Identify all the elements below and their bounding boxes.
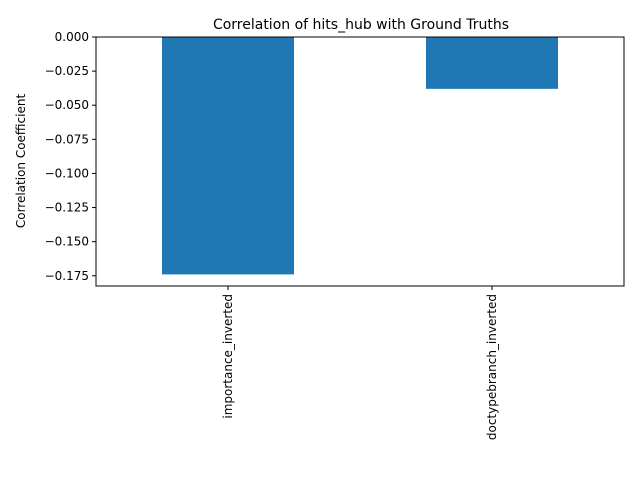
y-axis-ticks: 0.000 −0.025 −0.050 −0.075 −0.100 −0.125 −0.15… xyxy=(45,30,96,283)
x-tick-label: doctypebranch_inverted xyxy=(485,294,499,440)
y-tick-label: −0.075 xyxy=(45,132,89,146)
plot-frame xyxy=(95,36,625,287)
y-tick-label: 0.000 xyxy=(55,30,89,44)
y-axis-label: Correlation Coefficient xyxy=(14,94,28,229)
x-axis-ticks: importance_inverted doctypebranch_inverte… xyxy=(221,286,499,440)
bar-0 xyxy=(162,37,294,275)
y-tick-label: −0.150 xyxy=(45,235,89,249)
bars-group xyxy=(162,37,558,275)
y-tick-label: −0.125 xyxy=(45,201,89,215)
chart-title: Correlation of hits_hub with Ground Trut… xyxy=(213,17,509,33)
y-tick-label: −0.100 xyxy=(45,166,89,180)
x-tick-label: importance_inverted xyxy=(221,294,235,419)
y-tick-label: −0.025 xyxy=(45,64,89,78)
y-tick-label: −0.050 xyxy=(45,98,89,112)
y-tick-label: −0.175 xyxy=(45,269,89,283)
bar-1 xyxy=(426,37,558,89)
